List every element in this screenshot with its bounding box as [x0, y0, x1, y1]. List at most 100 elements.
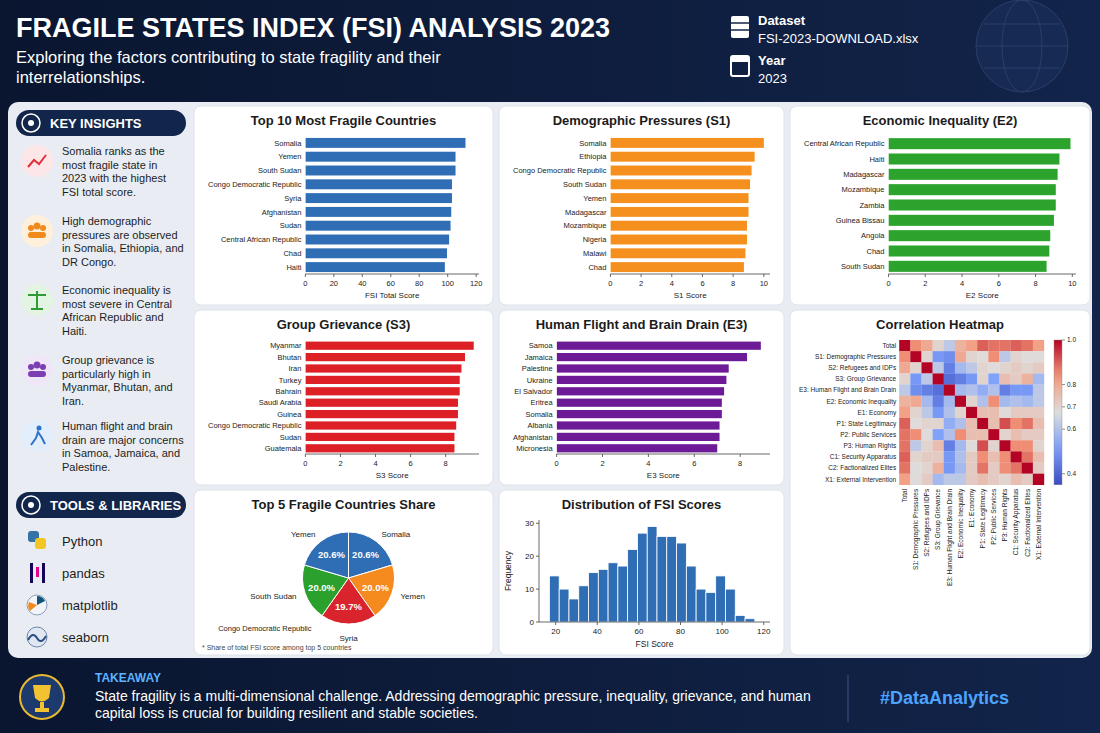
- heatmap-cell: [988, 351, 999, 362]
- tick-mark: [763, 274, 764, 277]
- icon-shape: [34, 223, 41, 230]
- heatmap-cell: [999, 451, 1010, 462]
- histogram-bar: [667, 536, 677, 622]
- category-label: Turkey: [279, 376, 302, 385]
- chart-title: Demographic Pressures (S1): [553, 113, 731, 128]
- icon-shape: [28, 232, 46, 238]
- tick-label: 10: [760, 279, 768, 288]
- chart-title: Top 10 Most Fragile Countries: [251, 113, 436, 128]
- category-label: Ukraine: [527, 376, 553, 385]
- tool-name: pandas: [62, 566, 105, 581]
- heatmap-cell: [921, 396, 932, 407]
- text-line: most fragile state in: [62, 159, 157, 171]
- bar: [305, 138, 465, 148]
- heatmap-cell: [910, 351, 921, 362]
- heatmap-cell: [899, 396, 910, 407]
- tick-label: 4: [670, 279, 674, 288]
- bars: [888, 138, 1070, 272]
- icon-shape: [731, 16, 749, 38]
- colorbar-tick: [1062, 384, 1065, 385]
- heatmap-cell: [933, 340, 944, 351]
- bar: [305, 235, 449, 245]
- text-line: particularly high in: [62, 368, 151, 380]
- bar: [305, 248, 447, 258]
- heatmap-cell: [955, 351, 966, 362]
- row-label: P3: Human Rights: [843, 442, 896, 450]
- icon-shape: [31, 432, 45, 445]
- heatmap-cell: [899, 373, 910, 384]
- tick-label: 100: [715, 627, 729, 636]
- histogram-bar: [647, 527, 657, 622]
- slice-value: 20.0%: [308, 582, 335, 593]
- year-value: 2023: [758, 71, 787, 86]
- category-label: Guatemala: [265, 444, 303, 453]
- category-label: El Salvador: [514, 387, 553, 396]
- dataset-label: Dataset: [758, 13, 806, 28]
- heatmap-cell: [977, 373, 988, 384]
- heatmap-cell: [921, 474, 932, 485]
- tick-label: 0: [303, 459, 307, 468]
- heatmap-cell: [977, 463, 988, 474]
- axis-title: S3 Score: [376, 471, 409, 480]
- panel: [790, 106, 1090, 305]
- heatmap-cell: [910, 474, 921, 485]
- category-label: Guinea Bissau: [836, 216, 885, 225]
- heatmap-cell: [910, 362, 921, 373]
- heatmap-cell: [999, 373, 1010, 384]
- heatmap-cell: [977, 351, 988, 362]
- heatmap-cell: [1011, 362, 1022, 373]
- tick-label: 120: [757, 627, 771, 636]
- section-title: TOOLS & LIBRARIES: [50, 498, 182, 513]
- footnote: * Share of total FSI score among top 5 c…: [202, 644, 352, 652]
- heatmap-cell: [955, 396, 966, 407]
- bar: [888, 261, 1046, 272]
- category-label: Mozambique: [563, 221, 606, 230]
- icon-shape: [40, 702, 44, 708]
- colorbar-label: 0.4: [1067, 470, 1076, 477]
- text-line: Group grievance is: [62, 354, 155, 366]
- dataset-icon: [731, 16, 749, 38]
- heatmap-cell: [944, 474, 955, 485]
- bar: [557, 364, 729, 372]
- tick-mark: [445, 454, 446, 457]
- heatmap-cell: [944, 351, 955, 362]
- tick-label: 6: [409, 459, 413, 468]
- heatmap-cell: [944, 429, 955, 440]
- heatmap-cell: [944, 440, 955, 451]
- chart-title: Group Grievance (S3): [277, 317, 411, 332]
- heatmap-cell: [988, 340, 999, 351]
- category-label: Mozambique: [842, 185, 885, 194]
- takeaway-title: TAKEAWAY: [95, 671, 161, 685]
- category-label: Nigeria: [583, 235, 608, 244]
- heatmap-cell: [966, 396, 977, 407]
- heatmap-cell: [910, 340, 921, 351]
- icon-shape: [28, 602, 37, 611]
- icon-shape: [28, 364, 34, 370]
- heatmap-cell: [921, 351, 932, 362]
- heatmap-cell: [921, 418, 932, 429]
- heatmap-cell: [933, 440, 944, 451]
- category-label: South Sudan: [258, 166, 301, 175]
- tick-label: 100: [441, 279, 454, 288]
- bar: [305, 399, 458, 407]
- heatmap-cell: [955, 451, 966, 462]
- category-label: Chad: [867, 247, 885, 256]
- insight-text: Somalia ranks as themost fragile state i…: [62, 145, 166, 198]
- tick-label: 2: [600, 459, 604, 468]
- column-label: E1: Economy: [968, 488, 976, 527]
- bar: [888, 153, 1059, 164]
- insight-text: Group grievance isparticularly high inMy…: [62, 354, 173, 407]
- histogram-bar: [686, 566, 696, 622]
- category-label: Syria: [284, 194, 302, 203]
- heatmap-cell: [933, 463, 944, 474]
- tick-label: 2: [923, 279, 927, 288]
- icon-shape: [28, 635, 46, 641]
- bar: [888, 245, 1049, 256]
- heatmap-cell: [1011, 396, 1022, 407]
- heatmap-cell: [999, 429, 1010, 440]
- icon-shape: [31, 308, 43, 310]
- icon-shape: [40, 225, 46, 231]
- heatmap-cell: [944, 340, 955, 351]
- category-label: Yemen: [583, 194, 606, 203]
- heatmap-cell: [899, 362, 910, 373]
